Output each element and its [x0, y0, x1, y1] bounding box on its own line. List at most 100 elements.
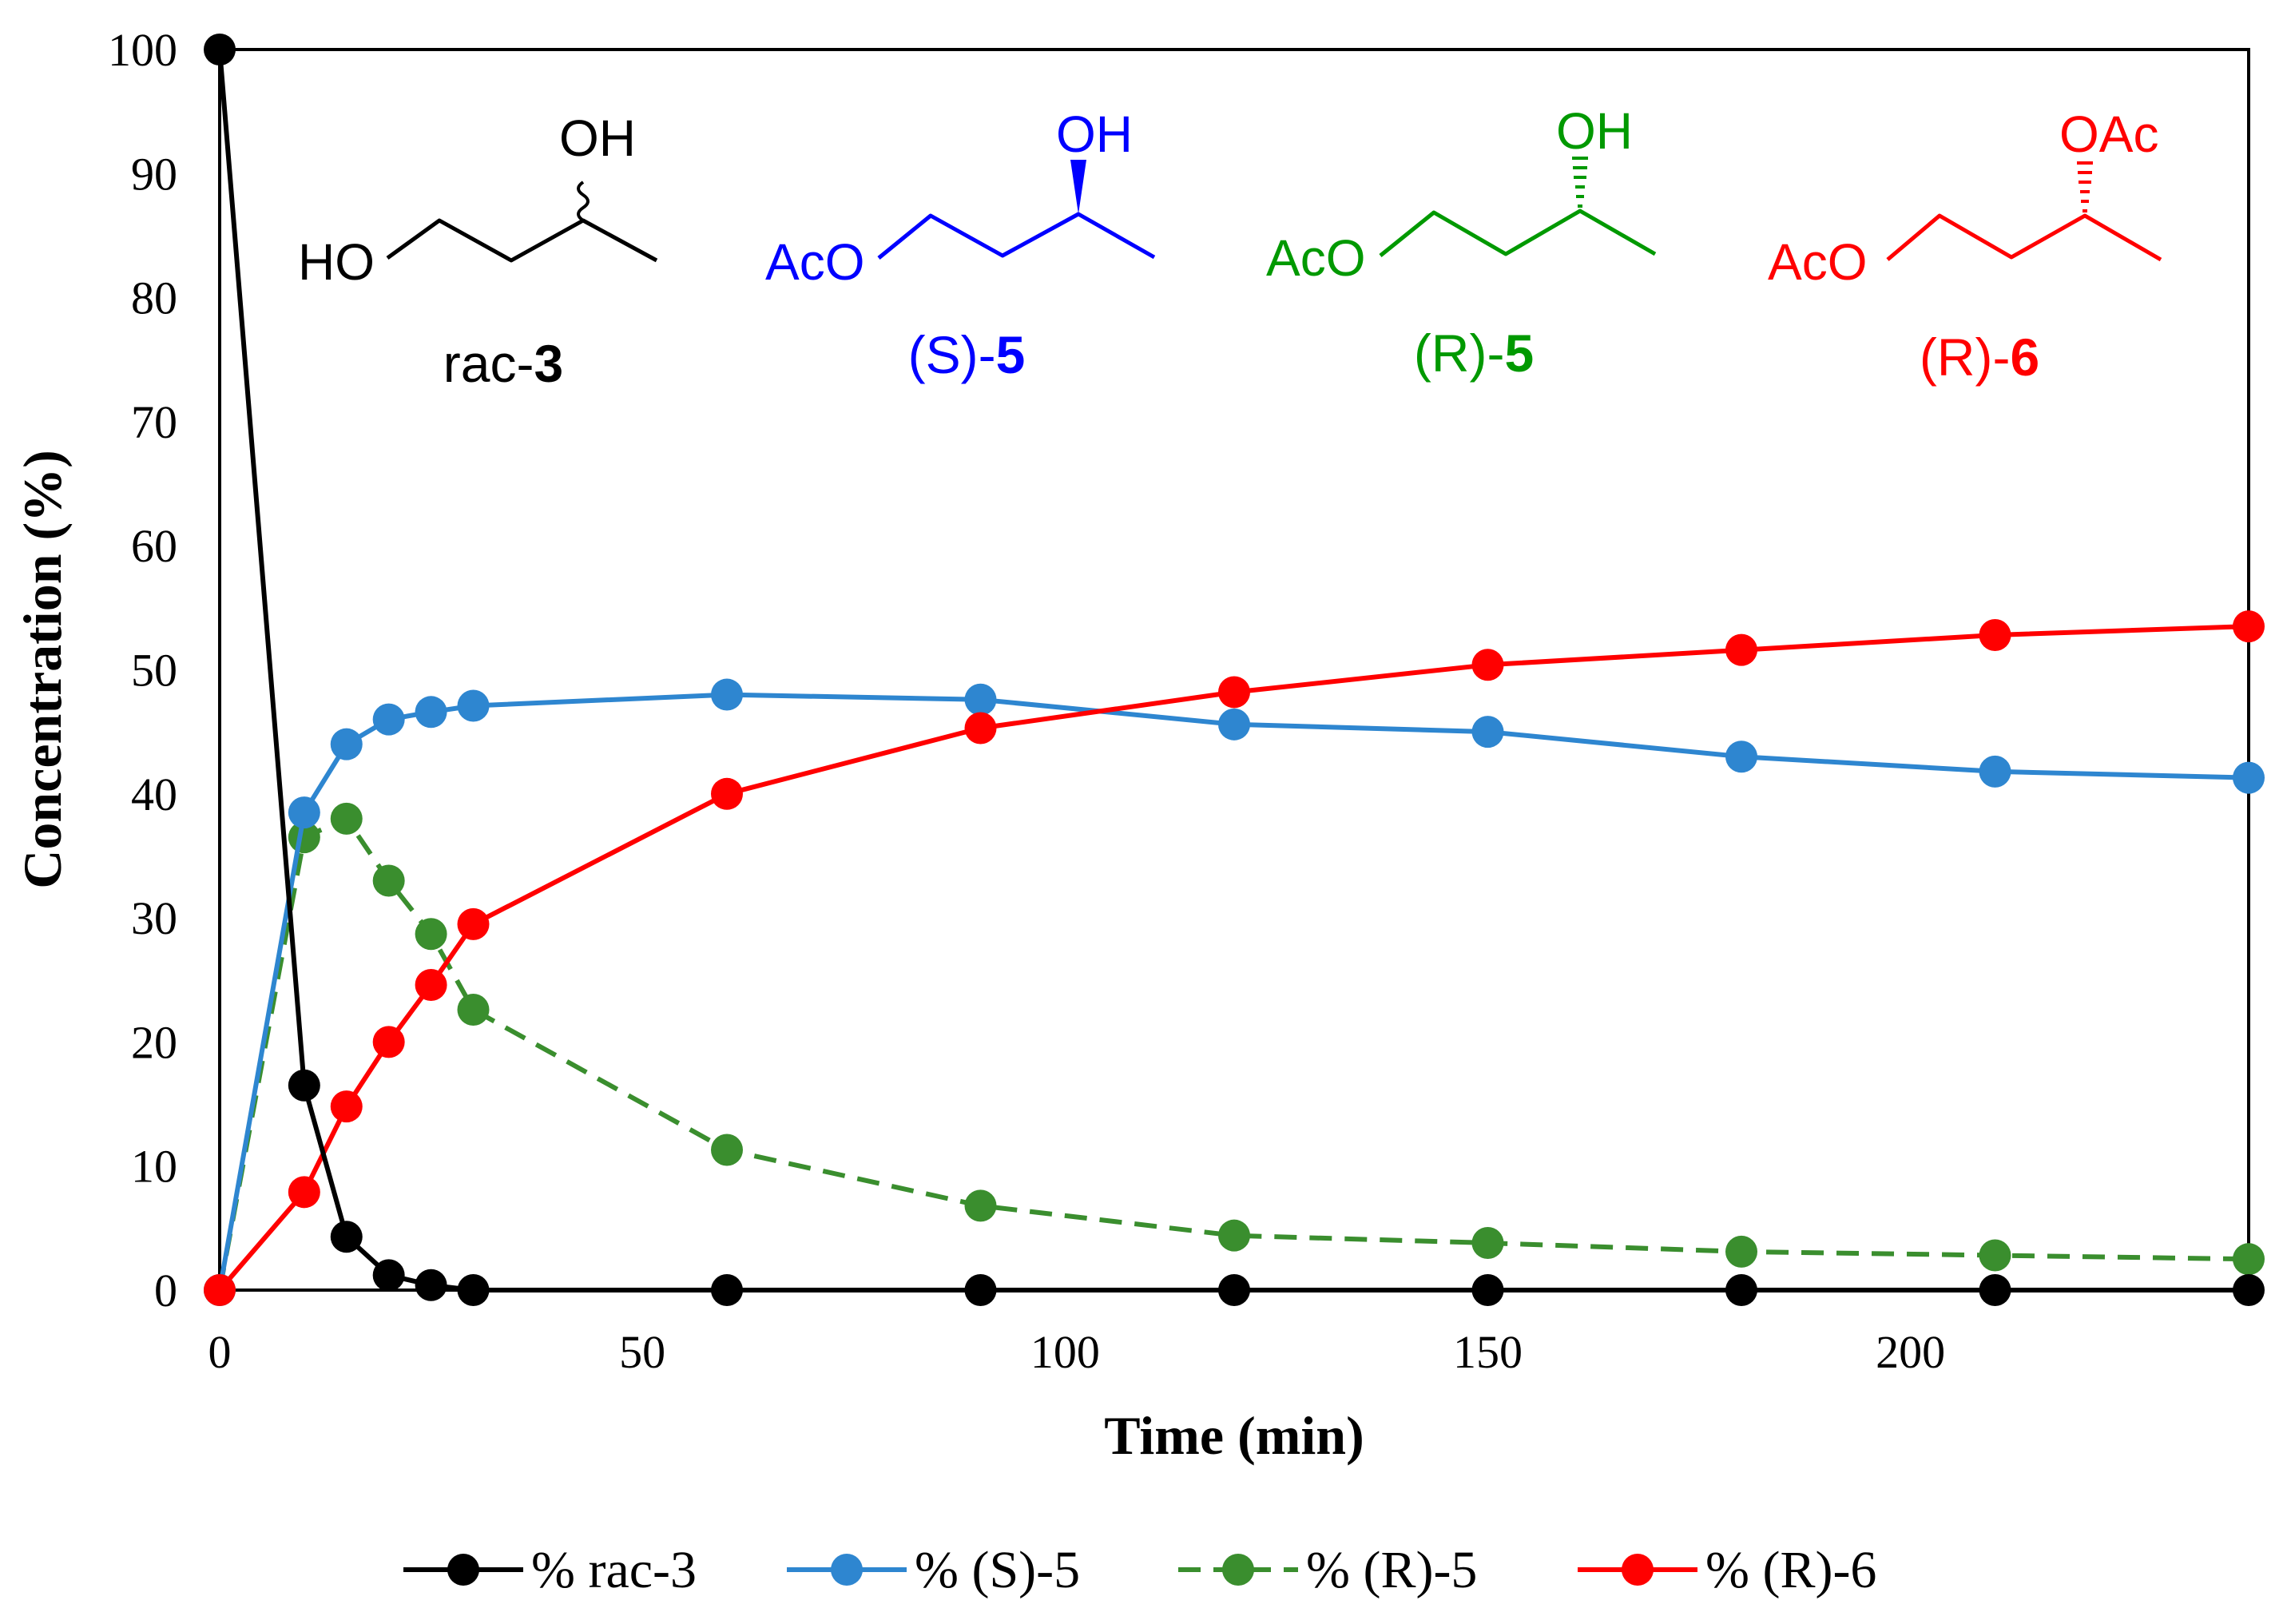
y-tick-label: 20	[131, 1016, 177, 1068]
y-axis-ticks: 0 10 20 30 40 50 60 70 80 90 100	[108, 24, 177, 1316]
structure-rac-3-wavy-bond	[577, 181, 590, 222]
structure-rac-3-left-group: HO	[298, 233, 375, 291]
y-tick-label: 60	[131, 520, 177, 572]
y-tick-label: 90	[131, 148, 177, 200]
structure-r-5-left-group: AcO	[1266, 229, 1365, 287]
legend-marker	[447, 1554, 479, 1586]
data-point	[711, 777, 743, 810]
structure-r-6-hash-bond	[2077, 161, 2093, 212]
structure-rac-3-label: rac-3	[443, 334, 563, 393]
data-point	[330, 1090, 363, 1123]
data-point	[1725, 1274, 1757, 1306]
legend-label: % rac-3	[531, 1541, 697, 1599]
y-tick-label: 10	[131, 1141, 177, 1193]
data-point	[415, 696, 447, 729]
y-tick-label: 50	[131, 645, 177, 697]
data-point	[964, 712, 997, 744]
legend-label: % (R)-5	[1306, 1541, 1477, 1599]
x-tick-label: 0	[208, 1326, 232, 1378]
structure-r-6-right-group: OAc	[2059, 105, 2158, 163]
data-point	[372, 1259, 405, 1292]
data-point	[1979, 1239, 2011, 1272]
data-point	[2233, 761, 2265, 794]
structure-r-5-label: (R)-5	[1414, 324, 1534, 383]
data-point	[964, 1274, 997, 1306]
legend-marker	[1222, 1554, 1254, 1586]
data-point	[1471, 649, 1504, 681]
data-point	[964, 1189, 997, 1222]
structure-s-5-chain	[877, 212, 1156, 260]
x-axis-ticks: 0 50 100 150 200	[208, 1326, 1946, 1378]
data-point	[1725, 633, 1757, 666]
legend-marker	[831, 1554, 863, 1586]
series-line	[217, 816, 2249, 1291]
data-point	[204, 34, 236, 66]
data-point	[1218, 708, 1250, 741]
data-point	[1725, 741, 1757, 773]
structure-r-6-label: (R)-6	[1920, 328, 2039, 387]
structure-r-5: AcO OH (R)-5	[1266, 102, 1657, 383]
data-point	[1471, 1226, 1504, 1259]
data-point	[415, 1269, 447, 1301]
series-layer	[204, 34, 2265, 1306]
data-point	[711, 1134, 743, 1166]
structure-s-5-right-group: OH	[1056, 105, 1133, 163]
data-point	[330, 802, 363, 835]
x-tick-label: 100	[1030, 1326, 1100, 1378]
y-tick-label: 30	[131, 892, 177, 944]
y-tick-label: 40	[131, 768, 177, 820]
y-tick-label: 0	[154, 1265, 177, 1316]
data-point	[288, 1176, 320, 1209]
data-point	[1979, 755, 2011, 788]
data-point	[415, 968, 447, 1001]
data-point	[372, 703, 405, 736]
data-point	[457, 689, 490, 722]
data-point	[204, 1274, 236, 1306]
data-point	[1979, 1274, 2011, 1306]
y-axis-title: Concentration (%)	[12, 450, 73, 889]
series-line	[217, 49, 2249, 1292]
data-point	[1471, 1274, 1504, 1306]
data-point	[288, 1069, 320, 1102]
data-point	[711, 678, 743, 711]
data-point	[1218, 1219, 1250, 1252]
x-tick-label: 200	[1876, 1326, 1945, 1378]
data-point	[330, 728, 363, 760]
y-tick-label: 70	[131, 396, 177, 448]
x-axis-title: Time (min)	[1104, 1405, 1364, 1466]
structure-r-6-chain	[1886, 213, 2162, 262]
structure-r-6: AcO OAc (R)-6	[1768, 105, 2162, 387]
data-point	[1471, 716, 1504, 748]
structure-r-6-left-group: AcO	[1768, 233, 1867, 291]
data-point	[372, 1026, 405, 1058]
structure-s-5-label: (S)-5	[908, 325, 1026, 384]
legend-label: % (S)-5	[915, 1541, 1080, 1599]
data-point	[711, 1274, 743, 1306]
data-point	[1725, 1235, 1757, 1268]
data-point	[1979, 619, 2011, 652]
structure-rac-3-chain	[386, 218, 658, 263]
structure-s-5: AcO OH (S)-5	[765, 105, 1156, 384]
data-point	[457, 907, 490, 940]
plot-area	[218, 48, 2250, 1292]
y-tick-label: 80	[131, 272, 177, 324]
structure-s-5-wedge-bond	[1070, 160, 1086, 214]
x-tick-label: 50	[619, 1326, 665, 1378]
data-point	[2233, 1274, 2265, 1306]
data-point	[330, 1221, 363, 1253]
data-point	[415, 918, 447, 951]
structure-r-5-hash-bond	[1572, 157, 1588, 208]
structure-s-5-left-group: AcO	[765, 233, 864, 291]
structure-r-5-chain	[1379, 208, 1657, 257]
data-point	[457, 1274, 490, 1306]
y-tick-label: 100	[108, 24, 177, 76]
data-point	[2233, 1243, 2265, 1276]
data-point	[2233, 610, 2265, 643]
data-point	[457, 994, 490, 1026]
data-point	[288, 796, 320, 829]
structure-rac-3: HO OH rac-3	[298, 109, 658, 393]
data-point	[1218, 1274, 1250, 1306]
legend-label: % (R)-6	[1705, 1541, 1876, 1599]
series-line	[217, 692, 2249, 1291]
